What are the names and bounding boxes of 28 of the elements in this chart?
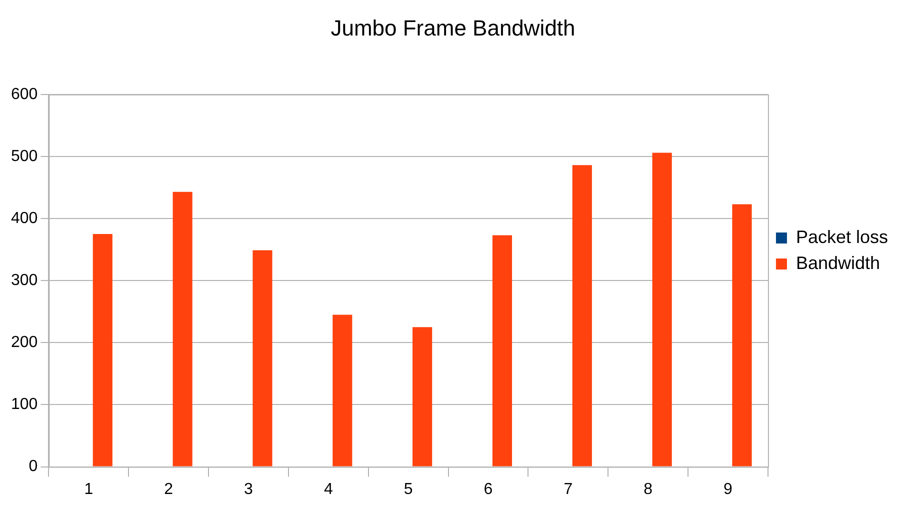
y-tick-label: 500: [10, 148, 38, 165]
x-tick-label: 6: [484, 480, 493, 498]
x-tick-label: 2: [164, 480, 174, 498]
y-tick-label: 300: [10, 272, 38, 290]
x-tick-label: 9: [724, 480, 733, 498]
bar: [652, 152, 672, 466]
bar: [412, 327, 432, 466]
y-tick-label: 600: [10, 86, 38, 103]
bar: [252, 250, 272, 466]
bar: [732, 204, 752, 466]
y-tick-label: 100: [10, 396, 38, 414]
legend-label: Packet loss: [796, 226, 888, 247]
bar: [572, 165, 592, 466]
y-tick-label: 200: [10, 334, 38, 352]
x-tick-label: 5: [404, 480, 413, 498]
chart-title: Jumbo Frame Bandwidth: [330, 15, 576, 40]
x-tick-label: 1: [84, 480, 94, 498]
legend-label: Bandwidth: [796, 252, 880, 273]
x-tick-label: 8: [644, 480, 653, 498]
bar: [92, 234, 112, 466]
y-tick-label: 400: [10, 210, 38, 227]
bar: [172, 192, 192, 466]
x-tick-label: 4: [324, 480, 333, 498]
bar: [492, 235, 512, 466]
x-tick-label: 3: [244, 480, 254, 498]
y-tick-label: 0: [28, 458, 38, 476]
x-tick-label: 7: [564, 480, 573, 498]
bar: [332, 314, 352, 466]
